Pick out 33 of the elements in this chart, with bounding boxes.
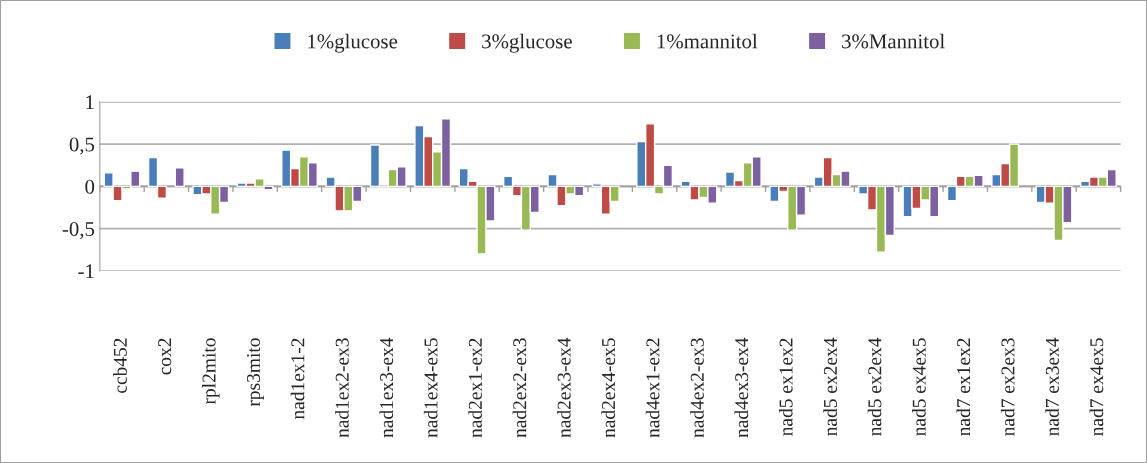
bar [174,167,185,188]
x-tick-label: cox2 [158,338,172,375]
legend-label: 1%glucose [308,33,398,53]
y-tick-label: -1 [78,264,94,279]
x-tick-label: nad4ex2-ex3 [690,338,704,438]
x-tick-label: ccb452 [113,338,127,393]
x-tick-label: nad7 ex4ex5 [1089,338,1104,436]
x-tick-label: nad2ex2-ex3 [512,338,527,438]
legend-label: 1%mannitol [657,33,758,49]
x-tick-label: nad7 ex1ex2 [956,338,971,436]
y-tick-label: 0,5 [69,137,95,155]
x-tick-label: nad7 ex3ex4 [1045,337,1059,436]
x-tick-label: rps3mito [246,338,264,407]
x-tick-label: nad4ex1-ex2 [645,338,660,438]
x-tick-label: nad2ex3-ex4 [557,337,571,438]
x-tick-label: nad1ex3-ex4 [379,337,394,438]
y-tick-label: 1 [86,95,94,110]
x-tick-label: nad5 ex2ex4 [823,337,837,436]
legend-label: 3%glucose [482,33,572,53]
x-tick-label: nad7 ex2ex3 [1000,338,1015,436]
x-tick-label: nad1ex1-2 [290,338,305,420]
x-tick-label: nad5 ex4ex5 [912,338,926,436]
legend-label: 3%Mannitol [842,33,945,49]
x-tick-label: nad1ex2-ex3 [335,338,349,438]
x-tick-label: nad5 ex2ex4 [867,337,882,436]
y-tick-label: 0 [85,179,95,194]
x-tick-label: nad2ex4-ex5 [601,338,616,438]
x-tick-label: rpl2mito [201,338,220,405]
y-tick-label: -0,5 [62,221,95,240]
x-tick-label: nad1ex4-ex5 [423,338,438,438]
x-tick-label: nad4ex3-ex4 [734,337,749,438]
x-tick-label: nad5 ex1ex2 [778,338,793,436]
x-tick-label: nad2ex1-ex2 [468,338,482,438]
